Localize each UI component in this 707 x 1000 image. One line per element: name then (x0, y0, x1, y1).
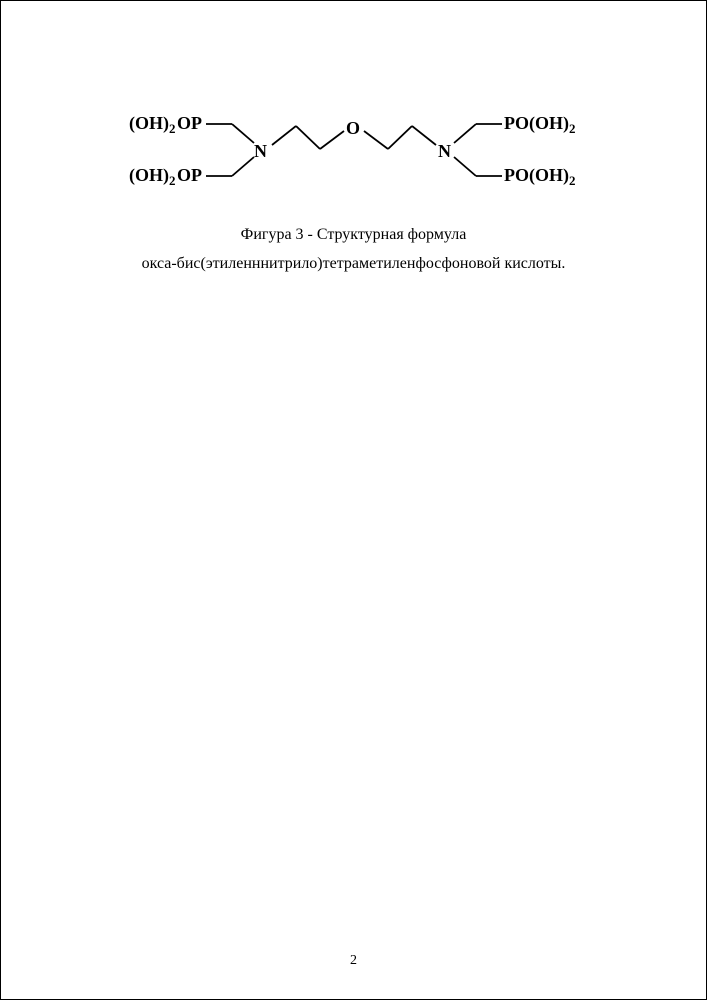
bond (232, 157, 254, 176)
bond (364, 131, 388, 149)
caption-line-1: Фигура 3 - Структурная формула (91, 221, 616, 250)
label-right-bottom: PO(OH) (504, 165, 569, 186)
bond (272, 126, 296, 145)
page-number: 2 (350, 953, 357, 969)
bond (320, 131, 344, 149)
subscript: 2 (569, 173, 576, 188)
formula-container: (OH) 2 OP (OH) 2 OP N O (91, 101, 616, 201)
bond (388, 126, 412, 149)
bond (454, 124, 476, 143)
subscript: 2 (569, 121, 576, 136)
bond (454, 157, 476, 176)
bond (296, 126, 320, 149)
atom-n-left: N (254, 141, 267, 161)
atom-o-center: O (346, 118, 360, 138)
caption-line-2: окса-бис(этиленннитрило)тетраметиленфосф… (91, 250, 616, 279)
label-right-top: PO(OH) (504, 113, 569, 134)
label-left-bottom-suffix: OP (177, 165, 202, 185)
chemical-structure: (OH) 2 OP (OH) 2 OP N O (124, 101, 584, 201)
label-left-top-suffix: OP (177, 113, 202, 133)
bond (232, 124, 254, 143)
subscript: 2 (169, 121, 176, 136)
page-content: (OH) 2 OP (OH) 2 OP N O (1, 1, 706, 339)
label-left-bottom: (OH) (129, 165, 169, 186)
bond (412, 126, 436, 145)
atom-n-right: N (438, 141, 451, 161)
label-left-top: (OH) (129, 113, 169, 134)
subscript: 2 (169, 173, 176, 188)
figure-caption: Фигура 3 - Структурная формула окса-бис(… (91, 221, 616, 279)
